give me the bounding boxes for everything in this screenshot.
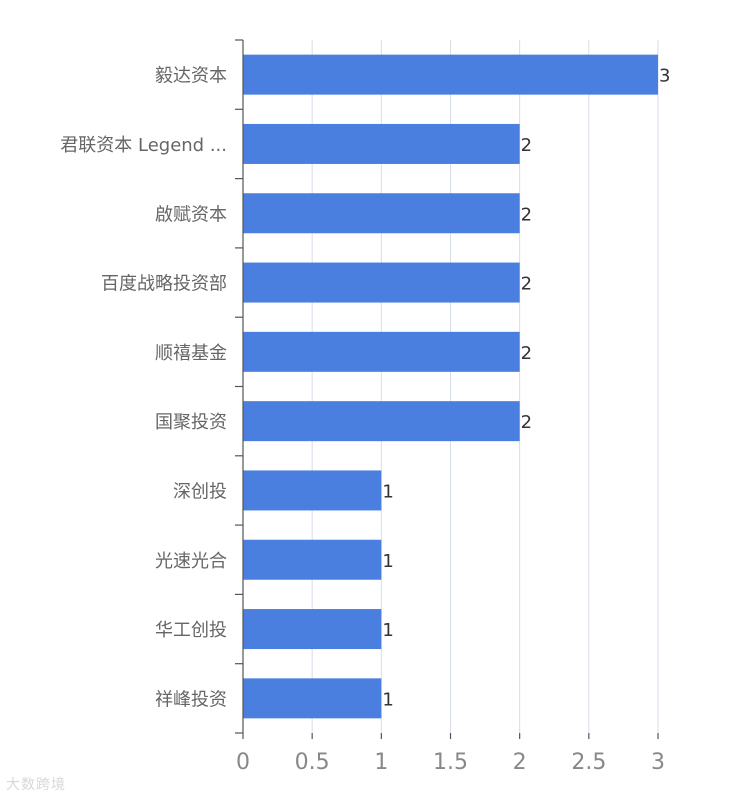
data-label: 3 [659,66,670,87]
label-layer: 毅达资本 3 君联资本 Legend ... 2 啟赋资本 2 百度战略投资部 2 顺禧基金 2 国… [60,66,670,711]
category-label: 顺禧基金 [155,343,227,364]
data-label: 2 [521,204,532,225]
x-tick-label: 2.5 [571,750,606,775]
x-tick-label: 0 [236,750,250,775]
x-tick-label: 1.5 [433,750,468,775]
watermark-logo: 大数跨境 [6,774,66,794]
bar [243,123,520,164]
category-label: 百度战略投资部 [101,274,227,295]
axis-layer: 0 0.5 1 1.5 2 2.5 3 [235,39,665,775]
category-label: 深创投 [173,481,227,502]
data-label: 1 [382,620,393,641]
data-label: 1 [382,689,393,710]
bar [243,678,382,719]
bar-layer [243,54,658,719]
bar [243,470,382,511]
bar [243,262,520,303]
data-label: 1 [382,481,393,502]
data-label: 2 [521,412,532,433]
data-label: 2 [521,343,532,364]
data-label: 1 [382,551,393,572]
bar [243,401,520,442]
category-label: 君联资本 Legend ... [60,135,227,156]
category-label: 光速光合 [155,551,227,572]
bar [243,539,382,580]
bar [243,609,382,650]
x-tick-label: 0.5 [295,750,330,775]
category-label: 祥峰投资 [155,689,227,710]
category-label: 啟赋资本 [155,204,227,225]
data-label: 2 [521,274,532,295]
bar [243,54,658,95]
x-tick-label: 2 [513,750,527,775]
data-label: 2 [521,135,532,156]
category-label: 国聚投资 [155,412,227,433]
x-tick-label: 3 [651,750,665,775]
category-label: 华工创投 [155,620,227,641]
bar [243,193,520,234]
x-tick-label: 1 [374,750,388,775]
watermark-text: 大数跨境 [6,777,66,793]
category-label: 毅达资本 [155,66,227,87]
bar [243,331,520,372]
